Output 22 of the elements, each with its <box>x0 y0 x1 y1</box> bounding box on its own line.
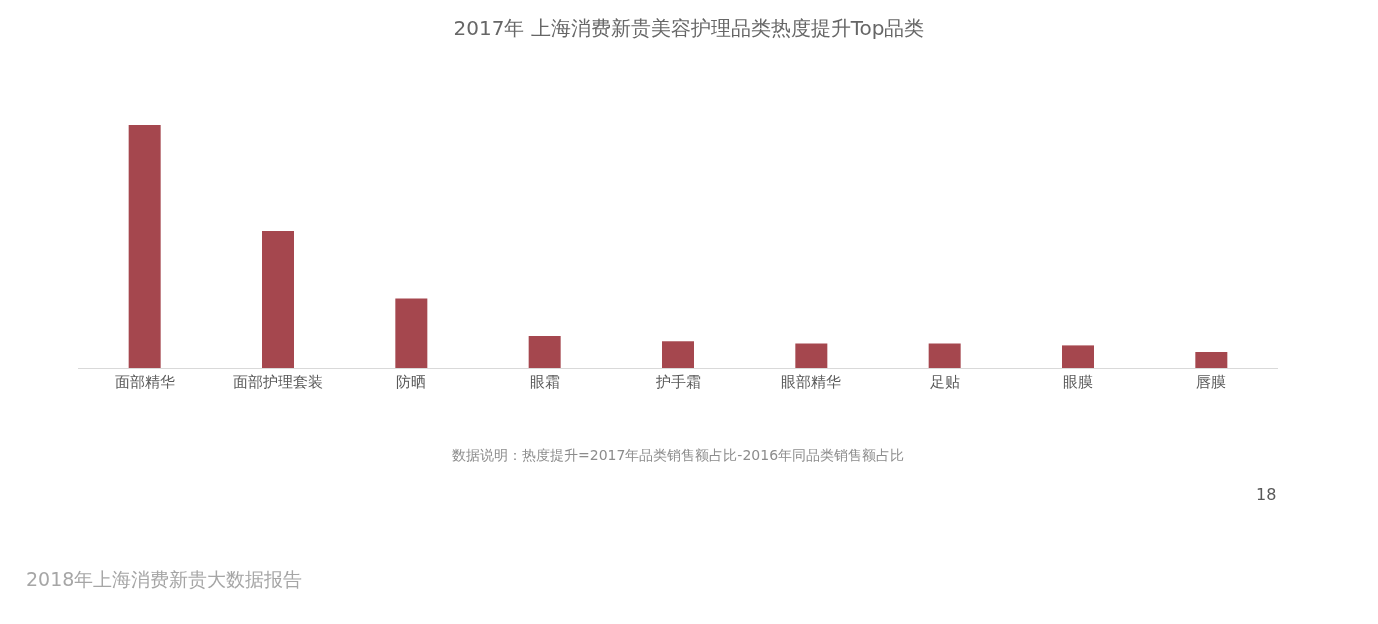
bar <box>928 343 961 368</box>
x-tick-label: 足贴 <box>929 373 960 391</box>
text: 数据说明：热度提升=2017年品类销售额占比-2016年同品类销售额占比 <box>452 447 905 463</box>
bar <box>395 298 428 368</box>
text: 2018年上海消费新贵大数据报告 <box>26 568 303 590</box>
bar <box>1195 351 1228 368</box>
x-tick-label: 眼部精华 <box>781 373 842 391</box>
text: 18 <box>1256 485 1277 504</box>
bar <box>1062 345 1094 368</box>
x-tick-label: 眼霜 <box>529 373 560 391</box>
x-tick-label: 护手霜 <box>654 373 701 391</box>
chart-title: 2017年 上海消费新贵美容护理品类热度提升Top品类 <box>453 16 925 41</box>
x-tick-label: 面部精华 <box>114 373 175 391</box>
x-tick-label: 眼膜 <box>1063 373 1093 391</box>
bar <box>795 343 828 368</box>
bar <box>528 335 561 368</box>
x-tick-label: 防晒 <box>396 373 427 391</box>
bar <box>128 125 161 368</box>
bar <box>662 341 694 368</box>
bar <box>262 230 294 368</box>
x-tick-label: 面部护理套装 <box>233 373 323 391</box>
x-tick-label: 唇膜 <box>1196 373 1227 391</box>
